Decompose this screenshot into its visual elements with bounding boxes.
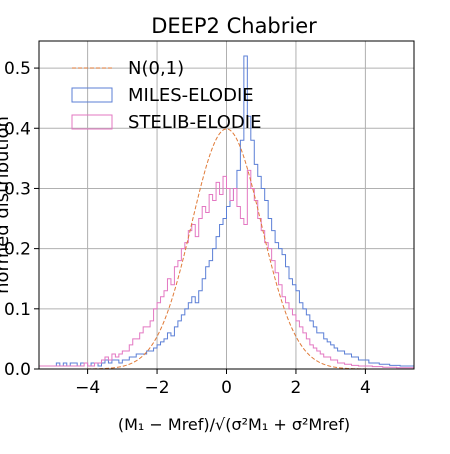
legend-swatch-stelib-elodie: [71, 114, 113, 130]
x-tick-label: 0: [221, 378, 232, 398]
legend-label-stelib-elodie: STELIB-ELODIE: [128, 112, 261, 133]
x-tick-label: 4: [360, 378, 371, 398]
legend-swatch-miles-elodie: [71, 87, 113, 103]
histogram-series: [38, 55, 415, 369]
y-tick-label: 0.1: [4, 300, 31, 320]
chart-title: DEEP2 Chabrier: [151, 14, 317, 38]
legend-label-miles-elodie: MILES-ELODIE: [128, 85, 254, 106]
y-tick-label: 0.4: [4, 119, 31, 139]
y-tick-label: 0.2: [4, 240, 31, 260]
y-tick-label: 0.5: [4, 59, 31, 79]
x-axis-label: (M₁ − Mref)/√(σ²M₁ + σ²Mref): [118, 415, 350, 434]
y-axis-label: normed distribution: [0, 116, 13, 294]
stelib-elodie-histogram: [38, 169, 415, 369]
x-tick-label: 2: [291, 378, 302, 398]
legend: N(0,1) MILES-ELODIE STELIB-ELODIE: [71, 58, 261, 133]
legend-label-n-0-1-: N(0,1): [128, 58, 184, 79]
x-tick-label: −2: [145, 378, 170, 398]
axis-ticks: −4 −2 0 2 4 0.0 0.1 0.2 0.3 0.4 0.5: [4, 59, 371, 398]
y-tick-label: 0.0: [4, 360, 31, 380]
y-tick-label: 0.3: [4, 179, 31, 199]
x-tick-label: −4: [75, 378, 100, 398]
miles-elodie-histogram: [38, 55, 415, 369]
